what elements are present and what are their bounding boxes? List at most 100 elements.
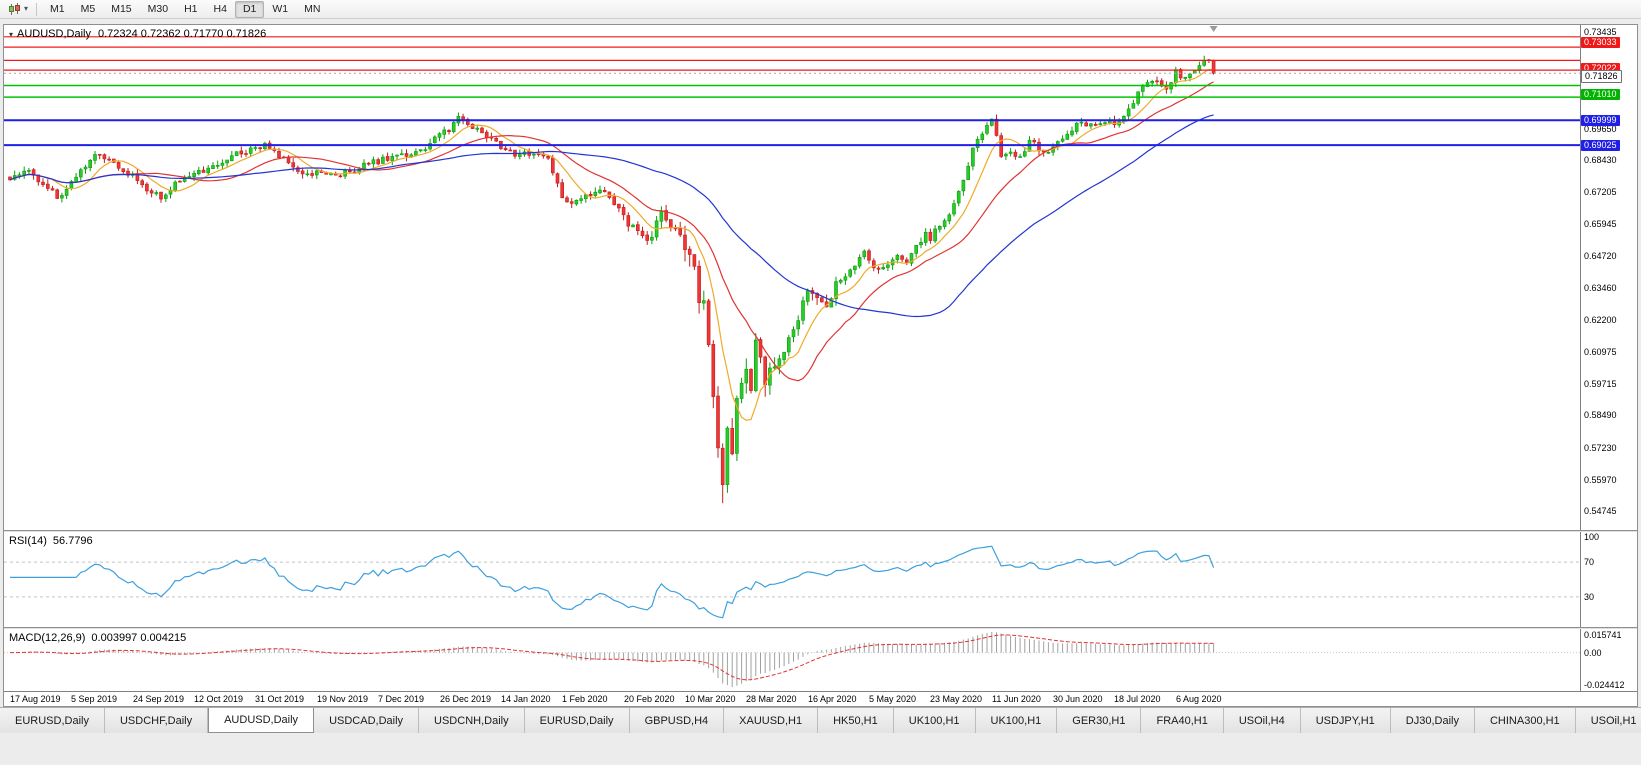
timeframe-button-h1[interactable]: H1	[184, 2, 198, 15]
price-axis-label: 0.73435	[1584, 27, 1617, 37]
chart-tab-usdcad-daily[interactable]: USDCAD,Daily	[314, 708, 420, 733]
price-axis-label: 0.58490	[1584, 410, 1617, 420]
chart-tab-ger30-h1[interactable]: GER30,H1	[1057, 708, 1142, 733]
macd-axis-label: 0.00	[1584, 648, 1602, 658]
chart-tab-usoil-h1[interactable]: USOil,H1	[1575, 708, 1641, 733]
chart-tab-dj30-daily[interactable]: DJ30,Daily	[1390, 708, 1475, 733]
date-axis-label: 16 Apr 2020	[808, 694, 857, 704]
rsi-value: 56.7796	[52, 535, 93, 547]
chevron-down-icon: ▾	[24, 4, 29, 13]
current-price-tag: 0.71826	[1581, 70, 1622, 83]
level-price-tag: 0.72022	[1581, 63, 1620, 74]
chart-tab-uk100-h1[interactable]: UK100,H1	[975, 708, 1058, 733]
price-axis-label: 0.55970	[1584, 475, 1617, 485]
chart-tab-eurusd-daily[interactable]: EURUSD,Daily	[524, 708, 630, 733]
chart-tab-xauusd-h1[interactable]: XAUUSD,H1	[724, 708, 819, 733]
date-axis-label: 26 Dec 2019	[440, 694, 492, 704]
chart-tab-gbpusd-h4[interactable]: GBPUSD,H4	[629, 708, 725, 733]
macd-chart[interactable]	[4, 629, 1580, 691]
candlestick-chart-icon	[9, 2, 20, 15]
date-axis[interactable]: 17 Aug 2019 5 Sep 2019 24 Sep 2019 12 Oct 2…	[4, 691, 1637, 706]
chart-tab-hk50-h1[interactable]: HK50,H1	[818, 708, 894, 733]
macd-name: MACD(12,26,9)	[9, 632, 86, 644]
level-price-tag: 0.69025	[1581, 140, 1620, 151]
level-price-tag: 0.71010	[1581, 89, 1620, 100]
date-axis-label: 19 Nov 2019	[317, 694, 369, 704]
price-axis-label: 0.64720	[1584, 251, 1617, 261]
date-axis-label: 24 Sep 2019	[133, 694, 185, 704]
date-axis-label: 20 Feb 2020	[624, 694, 675, 704]
chart-tab-uk100-h1[interactable]: UK100,H1	[893, 708, 976, 733]
main-chart-pane: ▾ AUDUSD,Daily 0.72324 0.72362 0.71770 0.7…	[4, 25, 1637, 530]
toolbar: ▾ M1 M5 M15 M30 H1 H4 D1 W1 MN	[0, 0, 1641, 19]
macd-axis-label: 0.015741	[1584, 630, 1622, 640]
chart-tab-china300-h1[interactable]: CHINA300,H1	[1474, 708, 1576, 733]
price-axis-label: 0.63460	[1584, 283, 1617, 293]
date-axis-label: 28 Mar 2020	[746, 694, 797, 704]
price-axis-label: 0.54745	[1584, 506, 1617, 516]
chart-symbol-label: AUDUSD,Daily	[17, 28, 91, 40]
timeframe-button-d1[interactable]: D1	[234, 0, 265, 18]
timeframe-button-m5[interactable]: M5	[80, 2, 96, 15]
price-axis-label: 0.62200	[1584, 315, 1617, 325]
chart-tab-eurusd-daily[interactable]: EURUSD,Daily	[0, 708, 105, 733]
price-axis-label: 0.68430	[1584, 155, 1617, 165]
macd-axis-label: -0.024412	[1584, 680, 1625, 690]
date-axis-label: 18 Jul 2020	[1114, 694, 1161, 704]
rsi-axis-label: 100	[1584, 532, 1600, 542]
chart-type-tool[interactable]: ▾	[5, 1, 31, 18]
price-axis-label: 0.60975	[1584, 347, 1617, 357]
rsi-chart[interactable]	[4, 532, 1580, 627]
chart-tab-usoil-h4[interactable]: USOil,H4	[1223, 708, 1301, 733]
price-axis-label: 0.65945	[1584, 219, 1617, 229]
timeframe-button-m1[interactable]: M1	[50, 2, 65, 15]
pane-splitter[interactable]	[4, 627, 1637, 629]
timeframe-button-m30[interactable]: M30	[147, 2, 169, 15]
date-axis-label: 10 Mar 2020	[685, 694, 736, 704]
chart-title: ▾ AUDUSD,Daily 0.72324 0.72362 0.71770 0.7…	[9, 28, 266, 40]
chart-tab-usdchf-daily[interactable]: USDCHF,Daily	[104, 708, 209, 733]
level-price-tag: 0.69999	[1581, 115, 1620, 126]
date-axis-label: 5 Sep 2019	[71, 694, 118, 704]
rsi-axis-label: 30	[1584, 592, 1595, 602]
timeframe-button-h4[interactable]: H4	[213, 2, 227, 15]
chart-tab-usdcnh-daily[interactable]: USDCNH,Daily	[419, 708, 525, 733]
toolbar-separator	[36, 2, 38, 16]
triangle-down-icon: ▾	[9, 30, 14, 39]
main-price-chart[interactable]	[4, 25, 1580, 530]
rsi-name: RSI(14)	[9, 535, 47, 547]
macd-indicator-pane: MACD(12,26,9) 0.003997 0.004215 0.015741 0…	[4, 629, 1637, 691]
macd-axis: 0.015741 0.00 -0.024412	[1580, 629, 1637, 691]
chart-window: ▾ AUDUSD,Daily 0.72324 0.72362 0.71770 0.7…	[3, 24, 1638, 707]
status-strip	[0, 733, 1641, 765]
date-axis-label: 5 May 2020	[869, 694, 917, 704]
chart-tab-usdjpy-h1[interactable]: USDJPY,H1	[1300, 708, 1391, 733]
date-axis-label: 6 Aug 2020	[1176, 694, 1222, 704]
price-axis[interactable]: 0.73435 0.69650 0.68430 0.67205 0.65945 0.647…	[1580, 25, 1637, 530]
timeframe-button-m15[interactable]: M15	[111, 2, 132, 15]
date-axis-label: 7 Dec 2019	[378, 694, 425, 704]
level-price-tag: 0.73033	[1581, 37, 1620, 48]
price-axis-label: 0.59715	[1584, 379, 1617, 389]
shift-marker-icon	[1209, 26, 1218, 32]
date-axis-label: 14 Jan 2020	[501, 694, 551, 704]
chart-ohlc-values: 0.72324 0.72362 0.71770 0.71826	[97, 28, 267, 40]
date-axis-label: 17 Aug 2019	[10, 694, 61, 704]
date-axis-label: 12 Oct 2019	[194, 694, 244, 704]
price-axis-label: 0.57230	[1584, 443, 1617, 453]
rsi-axis-label: 70	[1584, 557, 1595, 567]
chart-tab-fra40-h1[interactable]: FRA40,H1	[1141, 708, 1224, 733]
timeframe-button-mn[interactable]: MN	[304, 2, 321, 15]
rsi-title: RSI(14) 56.7796	[9, 535, 93, 547]
pane-splitter[interactable]	[4, 530, 1637, 532]
chart-tab-audusd-daily[interactable]: AUDUSD,Daily	[208, 708, 315, 733]
macd-values: 0.003997 0.004215	[91, 632, 187, 644]
timeframe-toolbar: M1 M5 M15 M30 H1 H4 D1 W1 MN	[42, 0, 328, 18]
date-axis-label: 23 May 2020	[930, 694, 983, 704]
date-axis-label: 1 Feb 2020	[562, 694, 608, 704]
date-axis-label: 31 Oct 2019	[255, 694, 305, 704]
rsi-axis: 100 70 30	[1580, 532, 1637, 627]
price-axis-label: 0.67205	[1584, 187, 1617, 197]
timeframe-button-w1[interactable]: W1	[272, 2, 289, 15]
